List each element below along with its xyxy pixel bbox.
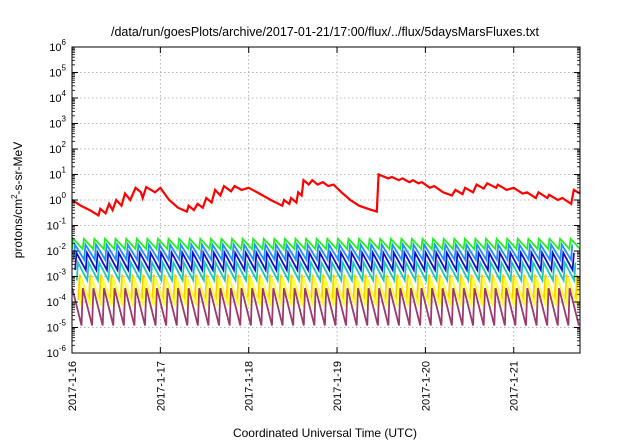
- x-tick-labels: 2017-1-16 2017-1-17 2017-1-18 2017-1-19 2017…: [67, 361, 521, 411]
- series-line-3: [72, 241, 574, 263]
- y-axis-label-base: protons/cm: [11, 199, 25, 258]
- y-tick-label-exponent: 1: [62, 166, 67, 175]
- y-tick-label: 10-4: [47, 293, 67, 309]
- y-tick-label-base: 10: [49, 144, 61, 156]
- y-tick-label-exponent: -1: [59, 217, 67, 226]
- y-tick-label: 10-3: [47, 268, 67, 284]
- y-axis-label-rest: -s-sr-MeV: [11, 142, 25, 195]
- y-tick-label-base: 10: [47, 221, 59, 233]
- series-line-4: [74, 249, 575, 274]
- y-tick-label: 102: [49, 140, 66, 156]
- y-tick-label-base: 10: [47, 246, 59, 258]
- y-tick-label: 10-6: [47, 344, 67, 360]
- y-tick-label-exponent: -6: [59, 344, 67, 353]
- y-axis-label-sup: 2: [10, 194, 19, 199]
- chart-title: /data/run/goesPlots/archive/2017-01-21/1…: [111, 25, 540, 39]
- y-tick-label: 10-5: [47, 319, 67, 335]
- y-tick-label-base: 10: [47, 348, 59, 360]
- y-tick-label-exponent: -3: [59, 268, 67, 277]
- y-tick-label: 10-1: [47, 217, 67, 233]
- x-tick-label: 2017-1-17: [155, 361, 167, 411]
- y-tick-label-base: 10: [49, 170, 61, 182]
- y-tick-label-base: 10: [49, 195, 61, 207]
- y-tick-label-exponent: 2: [62, 140, 67, 149]
- y-axis-label: protons/cm2-s-sr-MeV: [10, 142, 25, 258]
- y-tick-label-base: 10: [49, 42, 61, 54]
- axis-ticks: [71, 46, 580, 354]
- x-axis-label: Coordinated Universal Time (UTC): [233, 426, 417, 440]
- y-tick-labels: 10-610-510-410-310-210-11001011021031041…: [47, 38, 67, 360]
- y-tick-label: 100: [49, 191, 66, 207]
- y-tick-label: 104: [49, 89, 66, 105]
- x-tick-label: 2017-1-19: [332, 361, 344, 411]
- y-tick-label-base: 10: [47, 297, 59, 309]
- series-line-5: [75, 259, 577, 284]
- x-tick-label: 2017-1-16: [67, 361, 79, 411]
- x-tick-label: 2017-1-21: [509, 361, 521, 411]
- y-tick-label: 106: [49, 38, 66, 54]
- y-tick-label-base: 10: [49, 119, 61, 131]
- y-tick-label-base: 10: [49, 93, 61, 105]
- y-tick-label: 10-2: [47, 242, 67, 258]
- y-tick-label-exponent: 4: [62, 89, 67, 98]
- y-tick-label-exponent: 3: [62, 115, 67, 124]
- series-line-2: [72, 236, 580, 252]
- grid-lines: [72, 47, 580, 353]
- y-tick-label: 105: [49, 64, 66, 80]
- y-tick-label-base: 10: [49, 68, 61, 80]
- y-tick-label-base: 10: [47, 323, 59, 335]
- series-line-7: [79, 277, 580, 307]
- series-line-8: [72, 287, 580, 326]
- y-tick-label-base: 10: [47, 272, 59, 284]
- y-tick-label-exponent: -5: [59, 319, 67, 328]
- x-tick-label: 2017-1-18: [244, 361, 256, 411]
- y-tick-label-exponent: -4: [59, 293, 67, 302]
- series-line-1: [72, 172, 580, 218]
- series-layer: [72, 172, 580, 326]
- y-tick-label-exponent: 0: [62, 191, 67, 200]
- x-tick-label: 2017-1-20: [420, 361, 432, 411]
- y-tick-label: 103: [49, 115, 66, 131]
- y-tick-label-exponent: 6: [62, 38, 67, 47]
- y-tick-label-exponent: -2: [59, 242, 67, 251]
- y-tick-label: 101: [49, 166, 66, 182]
- y-tick-label-exponent: 5: [62, 64, 67, 73]
